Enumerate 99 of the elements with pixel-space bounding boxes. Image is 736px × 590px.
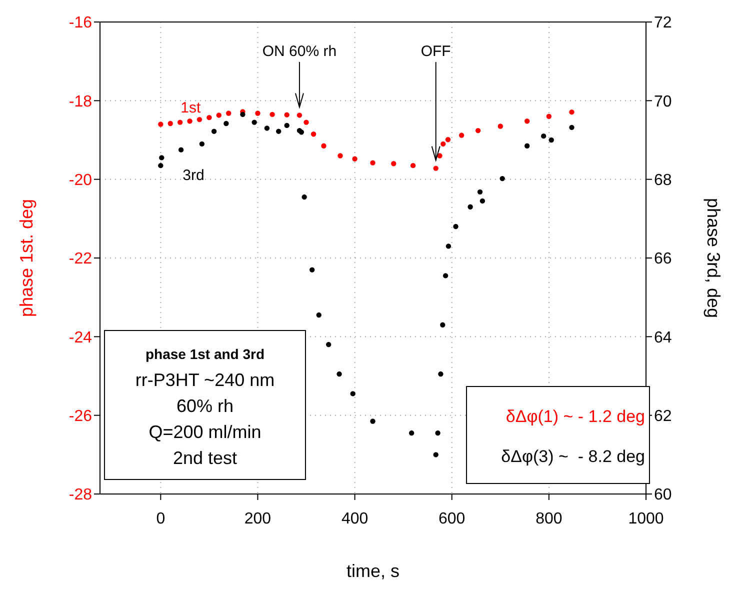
- point: [475, 128, 481, 134]
- y2-tick-label: 68: [654, 172, 672, 190]
- point: [350, 391, 356, 396]
- y-tick-label: -18: [68, 93, 92, 110]
- point: [216, 112, 222, 118]
- x-tick-label: 400: [341, 510, 368, 528]
- point: [240, 112, 246, 118]
- point: [548, 137, 554, 143]
- text-box: δΔφ(1) ~ - 1.2 deg δΔφ(3) ~ - 8.2 deg: [466, 386, 650, 484]
- point: [468, 204, 473, 210]
- series-label: 1st: [180, 99, 202, 116]
- point: [500, 176, 505, 182]
- point: [187, 118, 192, 124]
- annotation: phase 1st and 3rd: [144, 345, 266, 364]
- point: [408, 430, 414, 436]
- annotation: 2nd test: [172, 447, 238, 470]
- point: [524, 118, 530, 124]
- point: [296, 112, 302, 118]
- x-axis-title: time, s: [346, 560, 400, 581]
- series-label: 3rd: [182, 166, 204, 184]
- point: [199, 141, 205, 147]
- point: [196, 116, 202, 122]
- point: [304, 120, 309, 125]
- y-axis-title: phase 1st. deg: [16, 198, 36, 318]
- x-tick-label: 200: [244, 510, 272, 528]
- annotation: rr-P3HT ~240 nm: [134, 369, 276, 392]
- y2-tick-label: 70: [654, 93, 672, 110]
- point: [433, 452, 438, 458]
- y-tick-label: -22: [68, 250, 92, 268]
- y2-tick-label: 60: [654, 486, 672, 504]
- x-tick-label: 800: [536, 510, 562, 528]
- point: [540, 133, 546, 139]
- annotation: OFF: [420, 43, 451, 60]
- point: [370, 160, 376, 166]
- point: [410, 162, 416, 168]
- point: [224, 120, 229, 126]
- point: [178, 147, 184, 152]
- point: [435, 430, 440, 436]
- y2-tick-label: 66: [654, 250, 672, 268]
- point: [264, 126, 270, 131]
- point: [391, 161, 396, 166]
- point: [498, 124, 503, 129]
- y2-tick-label: 64: [654, 329, 672, 346]
- y2-tick-label: 62: [654, 408, 672, 426]
- annotation: ON 60% rh: [262, 43, 337, 60]
- point: [316, 312, 322, 318]
- point: [302, 194, 307, 200]
- y-tick-label: -28: [68, 486, 92, 504]
- annotation: Q=200 ml/min: [148, 421, 262, 444]
- point: [370, 418, 376, 424]
- point: [477, 189, 483, 195]
- point: [442, 273, 448, 278]
- y2-axis-title: phase 3rd, deg: [704, 198, 724, 318]
- point: [524, 143, 530, 148]
- point: [284, 122, 290, 128]
- point: [446, 244, 452, 249]
- point: [546, 114, 552, 119]
- point: [440, 322, 446, 328]
- point: [433, 166, 438, 171]
- y-tick-label: -24: [68, 329, 92, 346]
- point: [569, 109, 574, 115]
- y-tick-label: -26: [68, 408, 92, 426]
- point: [336, 371, 342, 377]
- annotation: δΔφ(3) ~ - 8.2 deg: [500, 446, 645, 468]
- annotation: 60% rh: [175, 395, 235, 418]
- point: [276, 128, 282, 134]
- x-tick-label: 1000: [628, 510, 664, 528]
- y-tick-label: -20: [68, 172, 92, 190]
- point: [206, 114, 212, 120]
- point: [321, 143, 326, 148]
- point: [159, 155, 164, 160]
- point: [310, 132, 316, 137]
- point: [440, 141, 446, 147]
- point: [438, 371, 444, 377]
- point: [458, 132, 464, 138]
- point: [211, 128, 217, 134]
- point: [445, 137, 451, 142]
- point: [158, 122, 164, 127]
- point: [168, 120, 173, 126]
- point: [352, 156, 358, 162]
- point: [177, 120, 183, 125]
- point: [158, 162, 164, 168]
- point: [252, 120, 257, 125]
- point: [326, 342, 332, 348]
- point: [270, 112, 275, 118]
- y2-tick-label: 72: [654, 14, 672, 32]
- point: [255, 110, 260, 116]
- point: [309, 267, 315, 272]
- x-tick-label: 600: [438, 510, 466, 528]
- point: [338, 153, 343, 158]
- point: [226, 110, 232, 116]
- point: [284, 112, 290, 118]
- point: [437, 153, 442, 158]
- y-tick-label: -16: [68, 14, 92, 32]
- annotation: δΔφ(1) ~ - 1.2 deg: [504, 406, 645, 428]
- point: [453, 224, 458, 230]
- point: [569, 124, 574, 130]
- point: [480, 198, 486, 204]
- x-tick-label: 0: [156, 510, 166, 528]
